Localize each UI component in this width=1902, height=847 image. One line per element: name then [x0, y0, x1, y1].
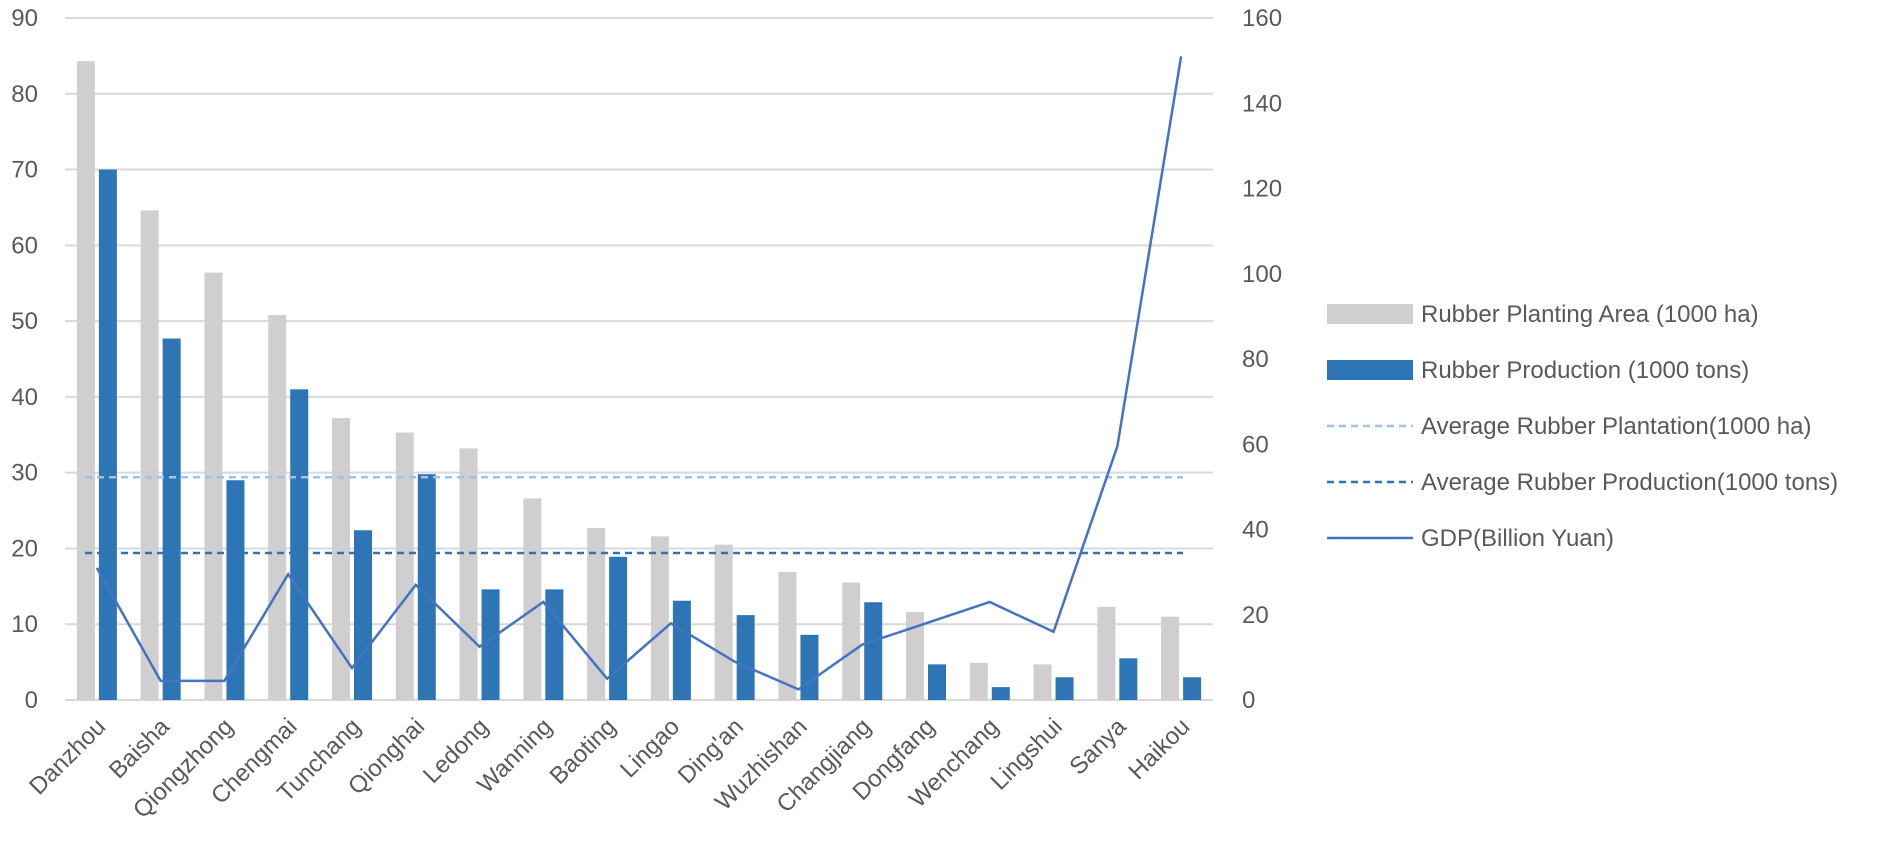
bars — [76, 61, 1202, 701]
bar-production — [991, 687, 1010, 700]
bar-planting-area — [842, 582, 861, 700]
bar-planting-area — [969, 662, 988, 700]
left-tick-label: 70 — [11, 157, 38, 184]
left-tick-label: 20 — [11, 535, 38, 562]
bar-production — [290, 389, 309, 700]
left-tick-label: 80 — [11, 81, 38, 108]
right-tick-label: 60 — [1242, 431, 1269, 458]
category-label: Haikou — [1123, 713, 1195, 785]
bar-planting-area — [1033, 664, 1052, 700]
left-tick-label: 60 — [11, 232, 38, 259]
bar-planting-area — [76, 61, 95, 700]
bar-planting-area — [523, 498, 542, 700]
category-labels: DanzhouBaishaQiongzhongChengmaiTunchangQ… — [24, 713, 1195, 824]
right-tick-label: 100 — [1242, 261, 1282, 288]
gdp-line — [95, 56, 1183, 691]
bar-planting-area — [204, 272, 223, 700]
bar-planting-area — [1161, 616, 1180, 700]
bar-production — [1183, 677, 1202, 700]
bar-planting-area — [395, 432, 414, 700]
right-tick-label: 80 — [1242, 346, 1269, 373]
bar-planting-area — [906, 612, 924, 700]
bar-production — [609, 556, 628, 700]
legend-label: Rubber Production (1000 tons) — [1421, 357, 1749, 384]
right-tick-label: 20 — [1242, 602, 1269, 629]
bar-planting-area — [1097, 606, 1116, 700]
bar-production — [354, 530, 372, 700]
bar-production — [1055, 677, 1074, 700]
bar-production — [928, 664, 946, 700]
gridlines — [65, 17, 1213, 701]
category-label: Sanya — [1064, 713, 1132, 781]
category-label: Lingshui — [985, 713, 1067, 795]
bar-production — [98, 169, 117, 701]
bar-production — [864, 602, 883, 700]
right-tick-label: 160 — [1242, 5, 1282, 32]
left-tick-label: 50 — [11, 308, 38, 335]
legend-swatch — [1327, 304, 1413, 324]
bar-planting-area — [650, 536, 669, 700]
bar-production — [417, 474, 436, 700]
bar-planting-area — [332, 418, 350, 700]
left-tick-label: 0 — [25, 687, 38, 714]
category-label: Danzhou — [24, 713, 111, 800]
category-label: Baoting — [545, 713, 622, 790]
legend-swatch — [1327, 360, 1413, 380]
bar-planting-area — [587, 527, 606, 700]
right-tick-label: 40 — [1242, 517, 1269, 544]
left-tick-label: 30 — [11, 460, 38, 487]
legend-label: GDP(Billion Yuan) — [1421, 525, 1614, 552]
bar-production — [736, 615, 755, 700]
right-axis-ticks: 0 20 40 60 80 100 120 140 160 — [1242, 5, 1282, 714]
bar-production — [1119, 658, 1138, 700]
legend: Rubber Planting Area (1000 ha) Rubber Pro… — [1327, 301, 1838, 552]
left-axis-ticks: 0 10 20 30 40 50 60 70 80 90 — [11, 5, 38, 714]
left-tick-label: 90 — [11, 5, 38, 32]
left-tick-label: 40 — [11, 384, 38, 411]
bar-production — [226, 480, 245, 700]
bar-production — [672, 600, 691, 700]
legend-label: Rubber Planting Area (1000 ha) — [1421, 301, 1759, 328]
right-tick-label: 140 — [1242, 90, 1282, 117]
right-tick-label: 0 — [1242, 687, 1255, 714]
bar-planting-area — [778, 571, 797, 700]
bar-planting-area — [459, 448, 478, 700]
bar-planting-area — [268, 315, 287, 700]
bar-planting-area — [714, 544, 733, 700]
bar-planting-area — [140, 210, 159, 700]
legend-label: Average Rubber Plantation(1000 ha) — [1421, 413, 1812, 440]
bar-production — [800, 634, 819, 700]
bar-production — [162, 338, 181, 700]
legend-label: Average Rubber Production(1000 tons) — [1421, 469, 1838, 496]
average-lines — [85, 475, 1183, 555]
left-tick-label: 10 — [11, 611, 38, 638]
gdp-polyline — [95, 56, 1183, 691]
bar-production — [481, 589, 500, 700]
right-tick-label: 120 — [1242, 176, 1282, 203]
bar-production — [545, 589, 564, 700]
